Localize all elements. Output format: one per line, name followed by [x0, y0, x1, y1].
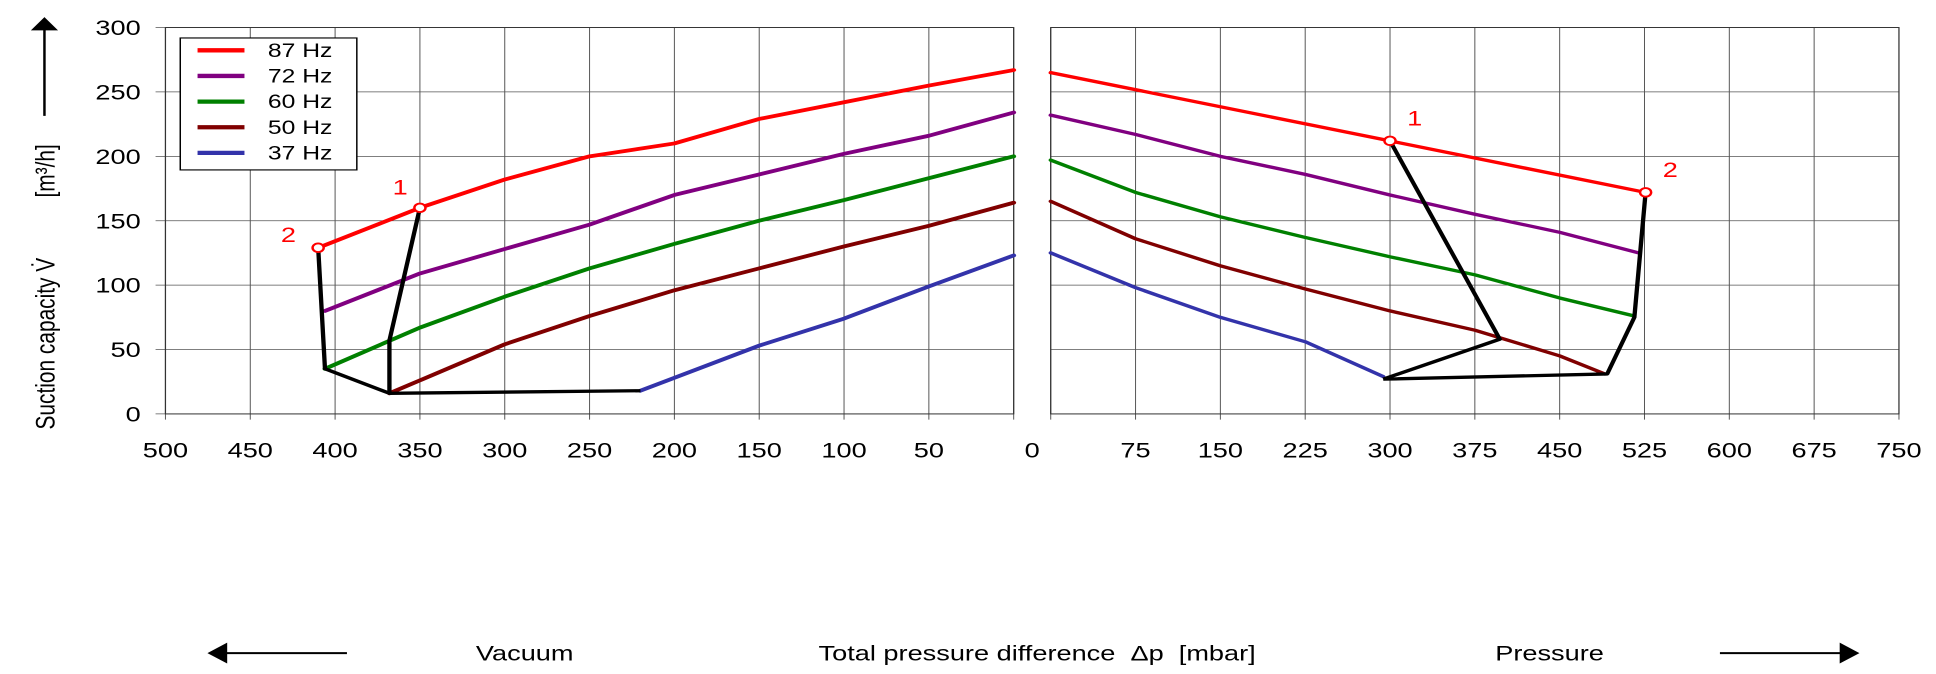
operating-limit-line	[316, 247, 641, 395]
x-tick-label: 400	[312, 439, 357, 462]
marker-label-2: 2	[281, 224, 296, 247]
legend-entry: 60 Hz	[268, 91, 332, 113]
plot-frame	[164, 27, 1015, 415]
legend: 87 Hz 72 Hz 60 Hz 50 Hz 37 Hz	[179, 37, 358, 171]
y-tick-label: 250	[95, 81, 140, 104]
x-tick-label: 450	[228, 439, 273, 462]
series-line-72hz	[1048, 113, 1641, 255]
x-tick-label: 50	[914, 439, 944, 462]
x-tick-label: 375	[1452, 439, 1497, 462]
series-line-72hz	[322, 110, 1017, 313]
marker-point-2	[311, 242, 325, 253]
legend-entry: 87 Hz	[268, 40, 332, 62]
x-tick-label: 500	[143, 439, 188, 462]
x-tick-label: 300	[1367, 439, 1412, 462]
x-tick-label: 675	[1791, 439, 1836, 462]
y-axis-label: Suction capacity V̇	[30, 257, 61, 429]
marker-label-1: 1	[393, 176, 408, 199]
marker-point-1	[413, 202, 427, 214]
marker-label-2: 2	[1663, 159, 1678, 182]
series-line-87hz	[315, 68, 1017, 250]
y-tick-label: 300	[95, 17, 140, 40]
series-line-60hz	[322, 154, 1017, 371]
operating-limit-line	[387, 207, 423, 394]
legend-entry: 72 Hz	[268, 65, 332, 87]
marker-point-1	[1383, 135, 1397, 147]
series-line-37hz	[637, 253, 1017, 393]
x-tick-label: 75	[1120, 439, 1150, 462]
x-tick-label: 150	[1198, 439, 1243, 462]
series-line-50hz	[1048, 199, 1608, 376]
pressure-label: Pressure	[1495, 643, 1604, 666]
y-tick-label: 200	[95, 146, 140, 169]
pressure-arrow	[1719, 642, 1860, 664]
x-tick-label: 200	[652, 439, 697, 462]
marker-label-1: 1	[1407, 108, 1422, 131]
series-line-60hz	[1048, 158, 1637, 318]
y-arrow	[30, 17, 59, 116]
legend-entry: 50 Hz	[268, 117, 332, 139]
x-tick-label: 300	[482, 439, 527, 462]
series-line-50hz	[386, 200, 1017, 396]
marker-point-2	[1638, 187, 1653, 198]
operating-limit-line	[1383, 192, 1648, 381]
series-line-87hz	[1048, 70, 1648, 195]
y-tick-label: 100	[95, 275, 140, 298]
vacuum-arrow	[207, 642, 347, 664]
legend-box	[179, 37, 358, 171]
x-axis-label: Total pressure difference Δp [mbar]	[819, 643, 1256, 666]
x-tick-label: 225	[1283, 439, 1328, 462]
legend-entry: 37 Hz	[268, 142, 332, 164]
vacuum-label: Vacuum	[476, 643, 574, 666]
x-tick-label: 750	[1876, 439, 1921, 462]
zero-tick-label: 0	[1025, 439, 1040, 462]
x-tick-label: 150	[737, 439, 782, 462]
y-axis-unit: [m³/h]	[31, 144, 61, 197]
x-tick-label: 600	[1707, 439, 1752, 462]
x-tick-label: 450	[1537, 439, 1582, 462]
x-tick-label: 525	[1622, 439, 1667, 462]
y-tick-label: 150	[95, 210, 140, 233]
x-tick-label: 100	[821, 439, 866, 462]
x-tick-label: 250	[567, 439, 612, 462]
x-tick-label: 350	[397, 439, 442, 462]
plot-frame	[1050, 27, 1900, 415]
y-tick-label: 0	[126, 403, 141, 426]
operating-limit-line	[1382, 140, 1502, 381]
y-tick-label: 50	[111, 339, 141, 362]
series-line-37hz	[1048, 251, 1386, 379]
